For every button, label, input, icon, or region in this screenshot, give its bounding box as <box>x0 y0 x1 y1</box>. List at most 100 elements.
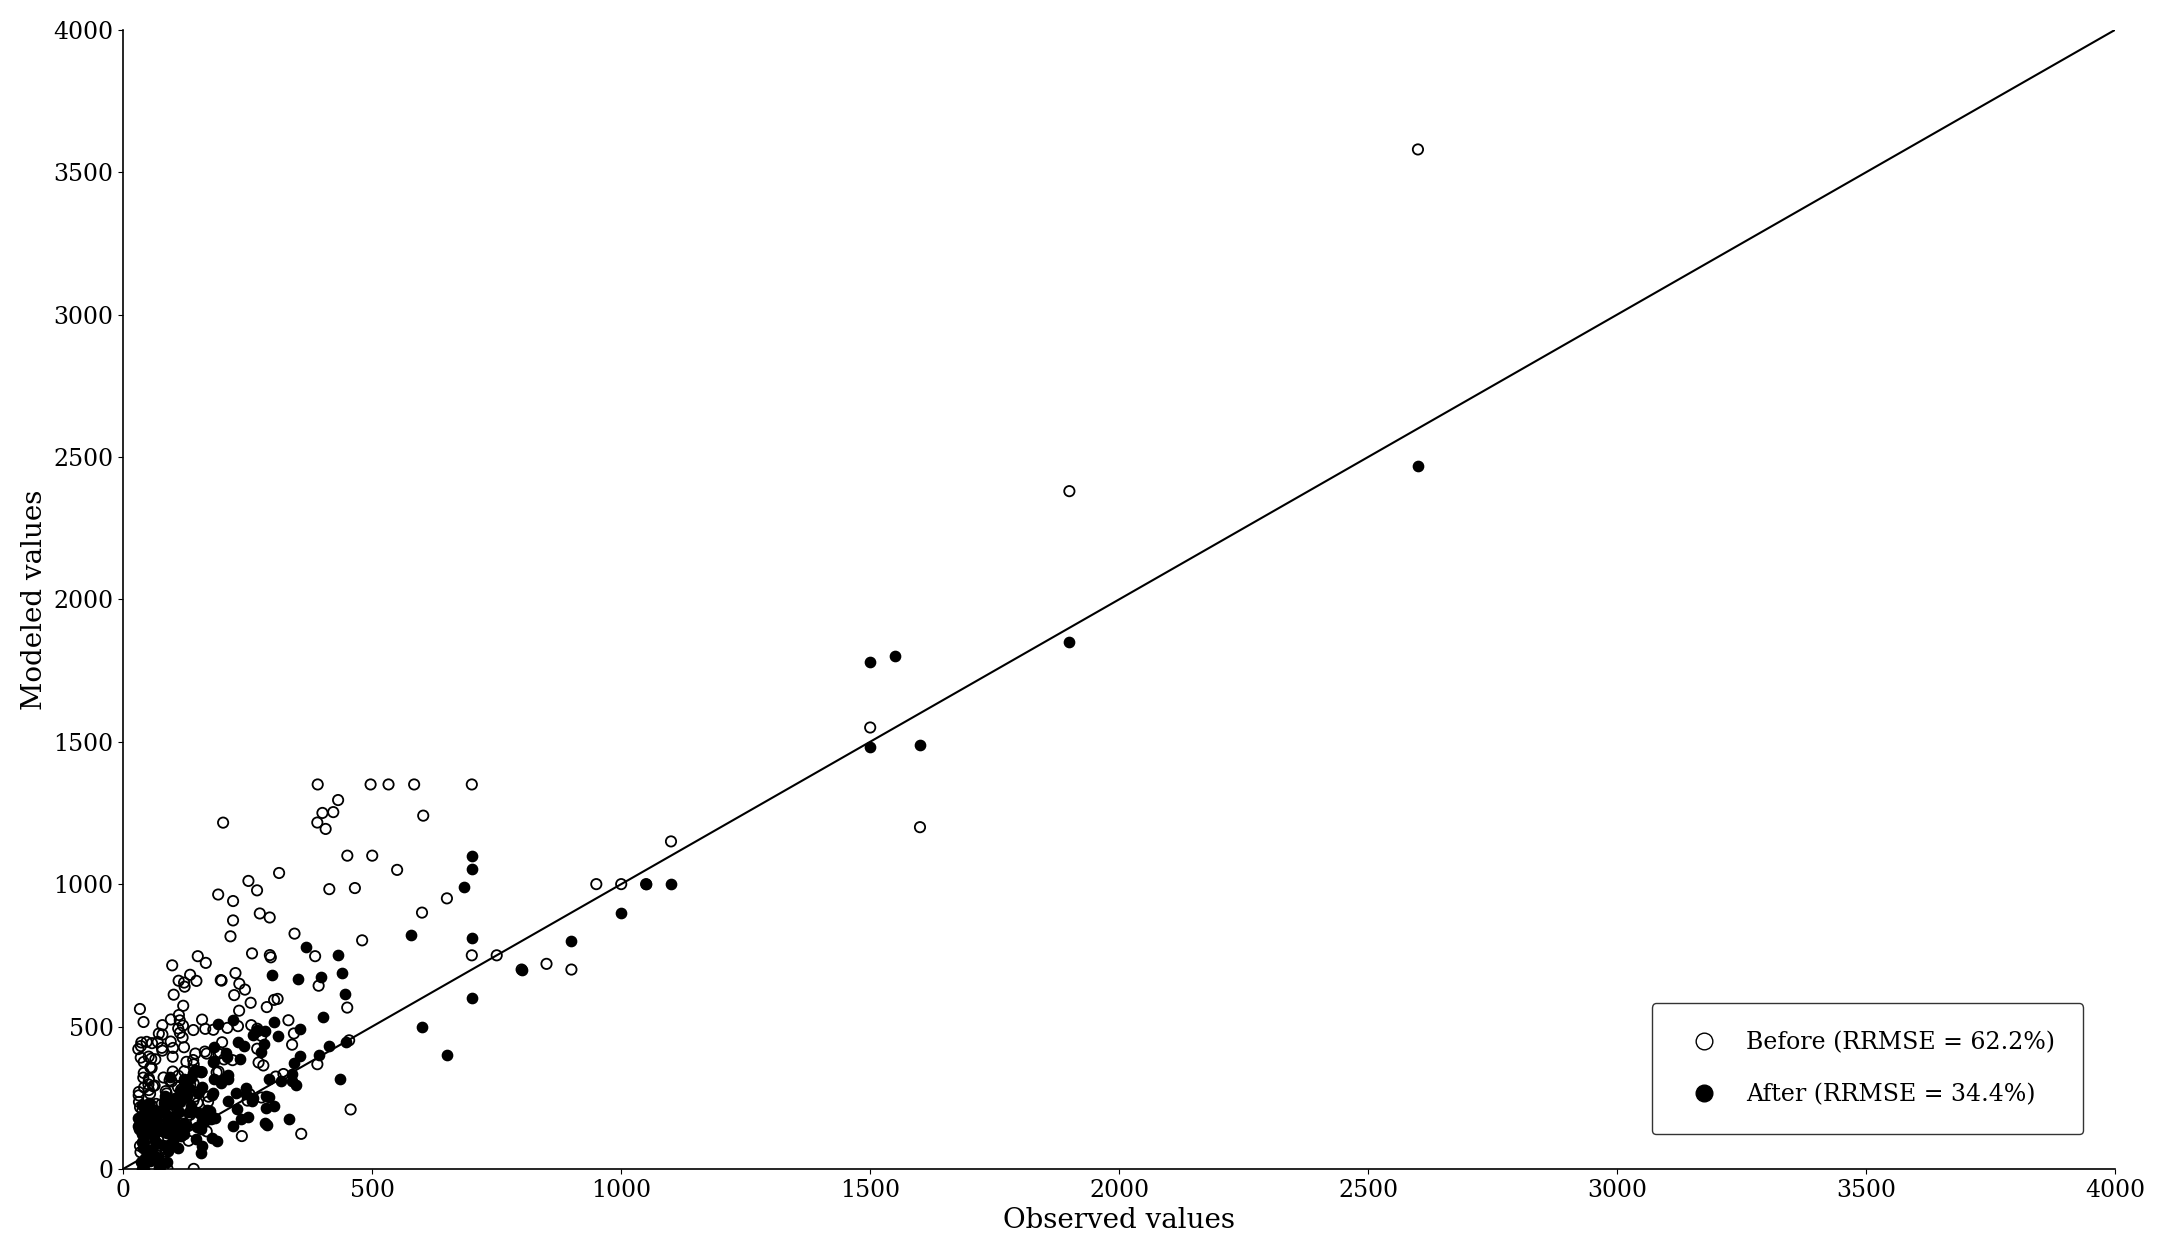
Point <box>249 996 284 1017</box>
Point <box>156 1038 191 1058</box>
Point <box>321 945 355 965</box>
Point <box>251 1069 286 1089</box>
Point <box>405 806 440 826</box>
Point <box>301 774 336 794</box>
Point <box>206 1049 240 1069</box>
Point <box>156 1121 191 1141</box>
Point <box>178 1087 212 1107</box>
Point <box>258 1096 292 1116</box>
Point <box>126 1122 160 1142</box>
Point <box>145 1107 180 1127</box>
Point <box>149 1083 184 1103</box>
Point <box>299 812 334 832</box>
Point <box>1053 633 1087 653</box>
Point <box>180 1117 214 1137</box>
Point <box>167 995 201 1015</box>
Point <box>212 926 247 946</box>
Point <box>145 1024 180 1044</box>
Point <box>141 1024 175 1044</box>
Point <box>158 1088 193 1108</box>
Point <box>134 1117 169 1137</box>
Point <box>429 889 464 909</box>
Point <box>141 1157 175 1177</box>
Point <box>134 1124 169 1145</box>
Point <box>197 1037 232 1057</box>
Point <box>325 963 360 983</box>
Point <box>327 984 362 1004</box>
Point <box>143 1156 178 1176</box>
Point <box>132 1083 167 1103</box>
Point <box>121 1116 156 1136</box>
Point <box>136 1124 171 1145</box>
Point <box>126 1119 160 1140</box>
Point <box>160 1065 195 1086</box>
Point <box>232 871 266 891</box>
Point <box>184 1136 219 1156</box>
Point <box>123 1117 158 1137</box>
Point <box>160 1102 195 1122</box>
Point <box>455 846 490 866</box>
Point <box>184 1143 219 1163</box>
Point <box>312 878 347 899</box>
Point <box>249 1098 284 1118</box>
Point <box>145 1015 180 1035</box>
Point <box>141 1146 175 1166</box>
Point <box>162 1010 197 1030</box>
Point <box>217 891 251 911</box>
Point <box>145 1094 180 1114</box>
Point <box>162 1005 197 1025</box>
Point <box>249 1086 284 1106</box>
Point <box>1401 456 1436 476</box>
Point <box>141 1116 175 1136</box>
Point <box>199 1131 234 1151</box>
Point <box>1053 481 1087 501</box>
Point <box>154 1072 188 1092</box>
Point <box>184 1009 219 1029</box>
Point <box>199 1063 234 1083</box>
Point <box>201 885 236 905</box>
Point <box>173 1096 208 1116</box>
Point <box>604 873 639 894</box>
Point <box>147 1093 182 1113</box>
Point <box>253 945 288 965</box>
Point <box>628 873 663 894</box>
Point <box>160 1019 195 1039</box>
Point <box>217 1010 251 1030</box>
Point <box>160 970 195 990</box>
Point <box>169 1086 204 1106</box>
Point <box>221 1032 256 1052</box>
Point <box>505 960 539 980</box>
Point <box>877 646 912 666</box>
Point <box>338 878 373 899</box>
Point <box>331 1030 366 1050</box>
Point <box>230 1084 264 1104</box>
Point <box>230 1091 264 1111</box>
Point <box>134 1049 169 1069</box>
Point <box>169 1052 204 1072</box>
Point <box>160 1138 195 1158</box>
Point <box>284 1123 318 1143</box>
Point <box>245 1025 279 1045</box>
X-axis label: Observed values: Observed values <box>1003 1207 1235 1234</box>
Point <box>184 1062 219 1082</box>
Point <box>167 1083 201 1103</box>
Point <box>197 1108 232 1128</box>
Point <box>121 1108 156 1128</box>
Point <box>188 1019 223 1039</box>
Point <box>152 1071 186 1091</box>
Point <box>126 1063 160 1083</box>
Point <box>141 1148 175 1168</box>
Point <box>232 1084 266 1104</box>
Point <box>256 965 290 985</box>
Point <box>173 1076 208 1096</box>
Point <box>136 1124 171 1145</box>
Point <box>184 1062 219 1082</box>
Point <box>234 1015 269 1035</box>
Point <box>247 1033 282 1053</box>
Point <box>258 990 292 1010</box>
Point <box>251 1087 286 1107</box>
Point <box>141 1158 175 1178</box>
Point <box>136 1108 171 1128</box>
Point <box>123 1097 158 1117</box>
Point <box>149 1081 184 1101</box>
